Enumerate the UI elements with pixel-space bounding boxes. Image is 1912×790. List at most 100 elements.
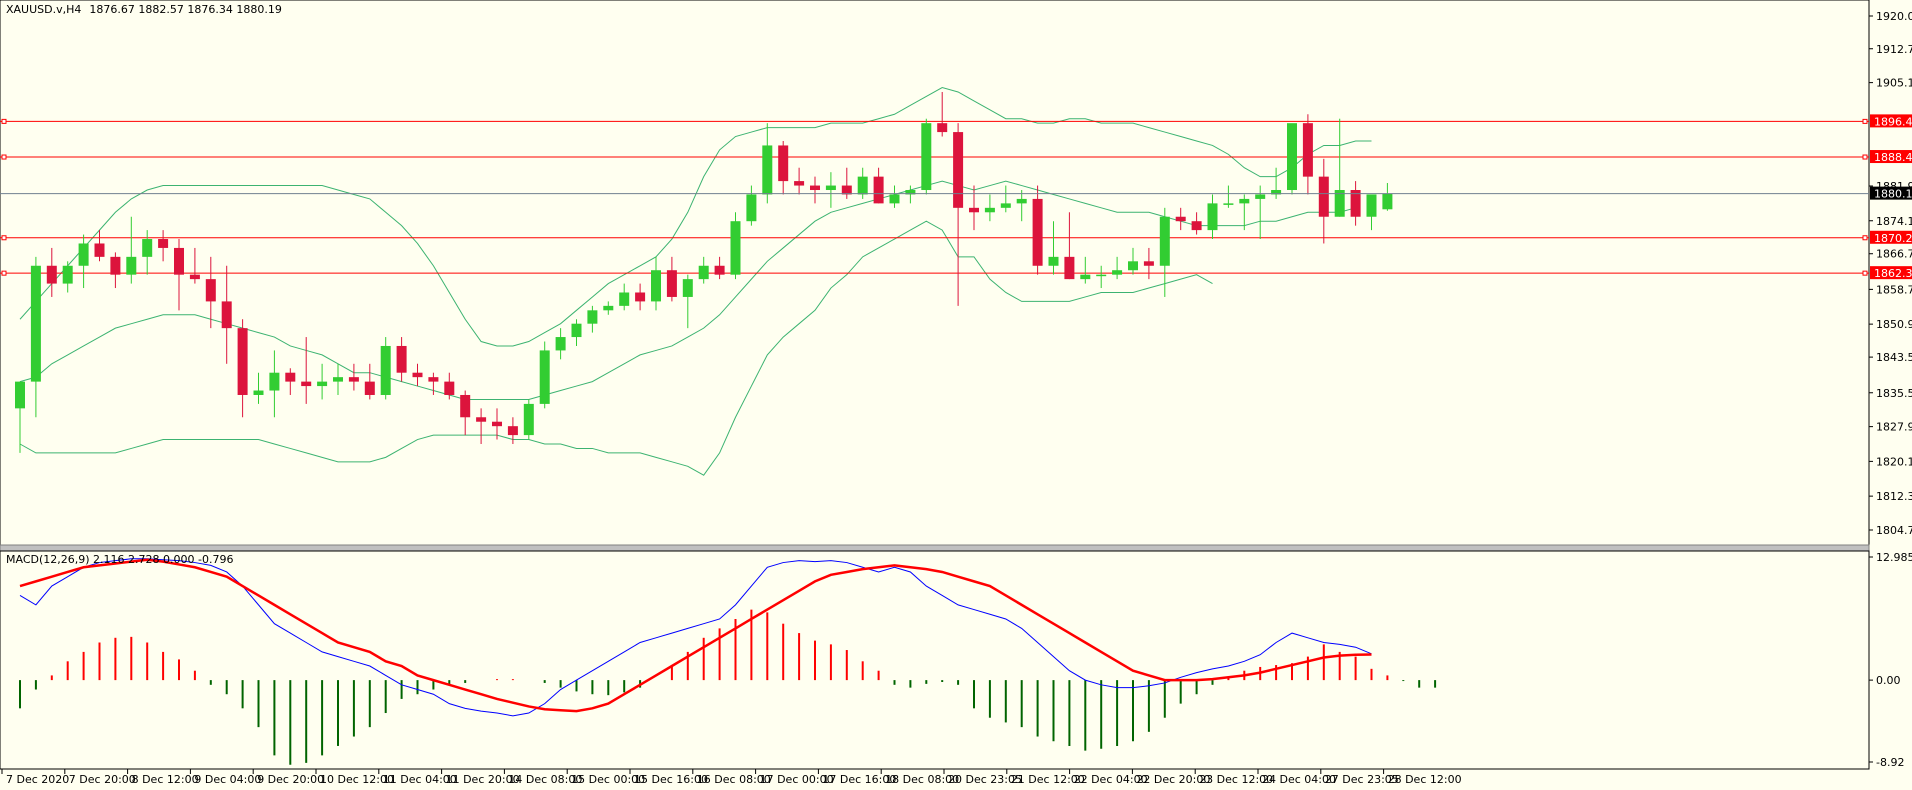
candle <box>635 283 646 311</box>
level-handle <box>1 235 7 241</box>
panel-separator[interactable] <box>0 544 1870 552</box>
candle <box>46 247 57 297</box>
price-tag <box>1870 230 1912 244</box>
price-tag <box>1870 266 1912 280</box>
candle <box>253 372 264 404</box>
candle <box>1032 185 1043 275</box>
time-tick-label: 11 Dec 04:00 <box>383 773 457 786</box>
candle <box>348 363 359 391</box>
candle <box>1080 256 1091 284</box>
time-tick-label: 9 Dec 20:00 <box>257 773 324 786</box>
price-tag <box>1870 150 1912 164</box>
macd-tick-label: 0.00 <box>1876 674 1901 687</box>
candle <box>746 185 757 226</box>
candle <box>364 363 375 400</box>
candle <box>539 341 550 409</box>
time-tick-label: 17 Dec 16:00 <box>822 773 896 786</box>
candle <box>189 247 200 284</box>
candle <box>285 368 296 395</box>
price-tag-label: 1888.40 <box>1874 151 1912 164</box>
price-tag-label: 1862.34 <box>1874 267 1912 280</box>
macd-panel[interactable]: MACD(12,26,9) 2.116 2.728 0.000 -0.796 <box>0 550 1870 770</box>
time-tick-label: 14 Dec 08:00 <box>508 773 582 786</box>
time-tick-label: 15 Dec 16:00 <box>634 773 708 786</box>
candle <box>1350 181 1361 226</box>
candle <box>412 363 423 387</box>
level-handle <box>1 154 7 160</box>
candle <box>1223 185 1234 208</box>
price-tick-label: 1920.05 <box>1876 10 1912 23</box>
macd-tick-label: -8.92 <box>1876 756 1904 769</box>
time-axis: 7 Dec 2020 7 Dec 20:008 Dec 12:009 Dec 04… <box>1 769 1462 786</box>
time-tick-label: 21 Dec 12:00 <box>1011 773 1085 786</box>
price-tick-label: 1820.10 <box>1876 455 1912 468</box>
signal-line <box>19 558 1372 713</box>
candle <box>317 363 328 400</box>
candle <box>905 185 916 204</box>
price-tick-label: 1827.90 <box>1876 421 1912 434</box>
candle <box>889 185 900 208</box>
candle <box>555 328 566 360</box>
candle <box>730 212 741 280</box>
price-tag-label: 1870.28 <box>1874 232 1912 245</box>
candle <box>62 261 73 293</box>
upper-band <box>19 86 1372 347</box>
candle <box>810 176 820 204</box>
candle <box>1302 114 1313 195</box>
candle <box>587 305 598 333</box>
candle <box>1366 194 1377 231</box>
candle <box>825 172 836 208</box>
horizontal-levels <box>0 118 1869 276</box>
price-axis: 1920.051912.701905.101896.401888.401881.… <box>1869 10 1912 537</box>
candle <box>714 256 725 280</box>
price-tick-label: 1866.70 <box>1876 248 1912 261</box>
macd-line <box>19 558 1372 717</box>
time-tick-label: 7 Dec 20:00 <box>69 773 136 786</box>
candle <box>126 216 137 284</box>
time-tick-label: 7 Dec 2020 <box>6 773 69 786</box>
time-tick-label: 11 Dec 20:00 <box>446 773 520 786</box>
price-tick-label: 1858.70 <box>1876 283 1912 296</box>
time-tick-label: 10 Dec 12:00 <box>320 773 394 786</box>
candle <box>651 256 661 311</box>
candle <box>1318 158 1329 244</box>
candle <box>794 167 805 195</box>
candle <box>15 381 25 453</box>
symbol-header: XAUUSD.v,H4 1876.67 1882.57 1876.34 1880.… <box>6 3 282 16</box>
time-tick-label: 17 Dec 00:00 <box>760 773 834 786</box>
candle <box>301 337 312 404</box>
price-tick-label: 1874.10 <box>1876 215 1912 228</box>
time-tick-label: 23 Dec 12:00 <box>1199 773 1273 786</box>
time-tick-label: 20 Dec 23:05 <box>948 773 1022 786</box>
candle <box>142 230 153 275</box>
macd-tick-label: 12.985 <box>1876 551 1912 564</box>
candle <box>1064 212 1075 280</box>
level-handle <box>1 118 7 124</box>
candle <box>1239 194 1250 231</box>
candle <box>1048 221 1059 275</box>
price-panel[interactable]: XAUUSD.v,H4 1876.67 1882.57 1876.34 1880.… <box>0 0 1870 546</box>
candle <box>1207 194 1218 240</box>
candle <box>1128 247 1138 275</box>
level-handle <box>1 270 7 276</box>
candle <box>1112 256 1123 280</box>
candle <box>984 194 995 222</box>
time-tick-label: 16 Dec 08:00 <box>697 773 771 786</box>
price-tick-label: 1843.50 <box>1876 351 1912 364</box>
candle <box>921 118 932 195</box>
macd-histogram <box>19 609 1437 765</box>
candle <box>1016 190 1027 222</box>
candle <box>205 256 216 329</box>
candle <box>333 363 343 395</box>
candle <box>1175 207 1186 231</box>
time-tick-label: 18 Dec 08:00 <box>885 773 959 786</box>
level-handle <box>1862 235 1868 241</box>
candle <box>1096 265 1107 289</box>
candle <box>873 167 884 204</box>
candle <box>969 185 979 231</box>
candle <box>603 301 614 315</box>
price-tick-label: 1812.30 <box>1876 490 1912 503</box>
candle <box>571 319 582 346</box>
candle <box>1382 183 1393 211</box>
level-handle <box>1862 270 1868 276</box>
